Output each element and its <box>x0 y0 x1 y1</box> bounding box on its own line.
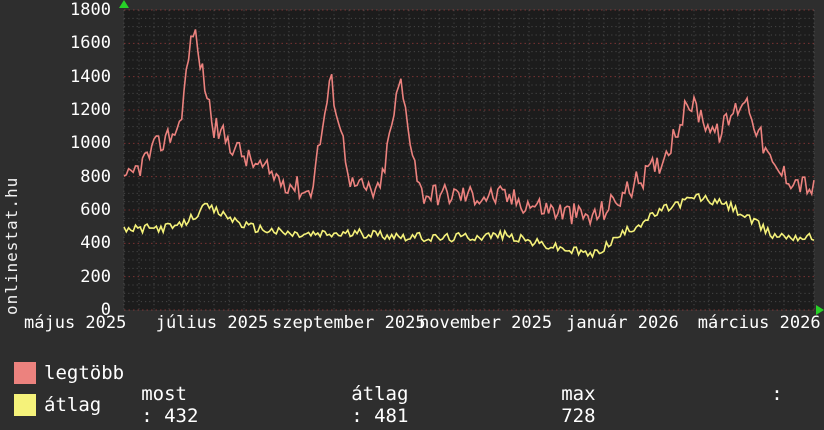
stat-most: most: 432 <box>141 383 351 427</box>
chart-svg <box>124 10 814 310</box>
y-axis-tick-400: 400 <box>80 233 111 253</box>
legend: legtöbb átlag most: 432 átlag: 481 max: … <box>14 357 814 425</box>
chart-title-vertical: onlinestat.hu <box>2 95 22 315</box>
x-axis-tick-3: november 2025 <box>419 313 552 333</box>
y-axis-tick-600: 600 <box>80 200 111 220</box>
plot-area <box>124 10 814 310</box>
y-axis-tick-1600: 1600 <box>70 33 111 53</box>
x-axis-tick-2: szeptember 2025 <box>272 313 426 333</box>
legend-label-atlag: átlag <box>44 394 101 416</box>
legend-row-atlag: átlag most: 432 átlag: 481 max: 728 <box>14 389 814 421</box>
y-axis-arrow-icon <box>119 0 129 8</box>
y-axis-tick-800: 800 <box>80 167 111 187</box>
y-axis-tick-200: 200 <box>80 267 111 287</box>
stat-max: max: 728 <box>561 383 814 427</box>
y-axis-tick-1400: 1400 <box>70 67 111 87</box>
legend-swatch-atlag <box>14 394 36 416</box>
x-axis-tick-4: január 2026 <box>566 313 679 333</box>
legend-swatch-legtobb <box>14 362 36 384</box>
y-axis-tick-1800: 1800 <box>70 0 111 20</box>
legend-stats: most: 432 átlag: 481 max: 728 <box>141 383 814 427</box>
x-axis-tick-5: március 2026 <box>698 313 821 333</box>
stat-atlag: átlag: 481 <box>351 383 561 427</box>
legend-label-legtobb: legtöbb <box>44 362 124 384</box>
y-axis-tick-1000: 1000 <box>70 133 111 153</box>
x-axis-tick-1: július 2025 <box>156 313 269 333</box>
chart-app: onlinestat.hu 0 200 400 600 800 1000 1200 1400 1… <box>0 0 824 430</box>
x-axis-tick-0: május 2025 <box>24 313 126 333</box>
x-axis-labels: május 2025 július 2025 szeptember 2025 nove… <box>60 313 820 339</box>
y-axis-tick-1200: 1200 <box>70 100 111 120</box>
y-axis-labels: 0 200 400 600 800 1000 1200 1400 1600 1800 <box>55 10 117 310</box>
